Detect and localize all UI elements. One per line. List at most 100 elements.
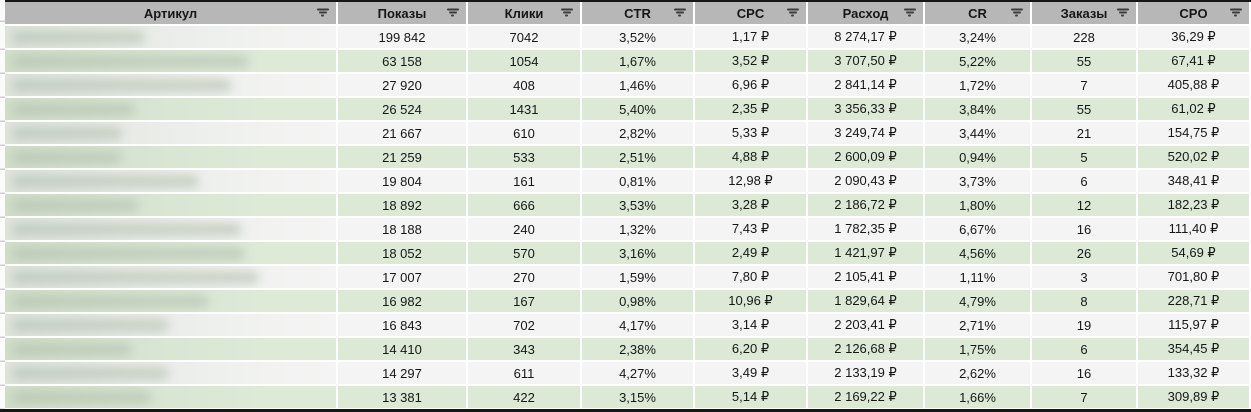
cell-impressions[interactable]: 14 410: [338, 338, 468, 362]
cell-cpc[interactable]: 5,14 ₽: [695, 386, 808, 410]
cell-ctr[interactable]: 0,98%: [582, 290, 695, 314]
cell-impressions[interactable]: 63 158: [338, 50, 468, 74]
cell-clicks[interactable]: 702: [468, 314, 582, 338]
cell-orders[interactable]: 7: [1032, 386, 1138, 410]
cell-spend[interactable]: 1 421,97 ₽: [808, 242, 925, 266]
cell-cpc[interactable]: 3,14 ₽: [695, 314, 808, 338]
cell-ctr[interactable]: 1,59%: [582, 266, 695, 290]
cell-cpc[interactable]: 7,80 ₽: [695, 266, 808, 290]
cell-cr[interactable]: 5,22%: [925, 50, 1032, 74]
cell-clicks[interactable]: 611: [468, 362, 582, 386]
cell-clicks[interactable]: 610: [468, 122, 582, 146]
cell-clicks[interactable]: 240: [468, 218, 582, 242]
cell-cr[interactable]: 1,80%: [925, 194, 1032, 218]
cell-clicks[interactable]: 270: [468, 266, 582, 290]
column-header-impressions[interactable]: Показы: [338, 2, 468, 26]
cell-impressions[interactable]: 13 381: [338, 386, 468, 410]
cell-spend[interactable]: 2 841,14 ₽: [808, 74, 925, 98]
cell-cr[interactable]: 4,56%: [925, 242, 1032, 266]
cell-cpc[interactable]: 12,98 ₽: [695, 170, 808, 194]
cell-impressions[interactable]: 21 667: [338, 122, 468, 146]
cell-cpo[interactable]: 354,45 ₽: [1138, 338, 1251, 362]
cell-cpc[interactable]: 6,96 ₽: [695, 74, 808, 98]
cell-orders[interactable]: 6: [1032, 170, 1138, 194]
cell-orders[interactable]: 21: [1032, 122, 1138, 146]
filter-icon[interactable]: [903, 8, 916, 18]
cell-ctr[interactable]: 1,46%: [582, 74, 695, 98]
cell-spend[interactable]: 2 600,09 ₽: [808, 146, 925, 170]
cell-impressions[interactable]: 18 188: [338, 218, 468, 242]
cell-article[interactable]: [5, 170, 338, 194]
cell-impressions[interactable]: 21 259: [338, 146, 468, 170]
cell-cr[interactable]: 2,62%: [925, 362, 1032, 386]
cell-cpc[interactable]: 3,49 ₽: [695, 362, 808, 386]
cell-ctr[interactable]: 3,15%: [582, 386, 695, 410]
cell-cpo[interactable]: 67,41 ₽: [1138, 50, 1251, 74]
cell-ctr[interactable]: 1,32%: [582, 218, 695, 242]
cell-clicks[interactable]: 666: [468, 194, 582, 218]
cell-impressions[interactable]: 19 804: [338, 170, 468, 194]
cell-article[interactable]: [5, 242, 338, 266]
cell-cpo[interactable]: 115,97 ₽: [1138, 314, 1251, 338]
cell-impressions[interactable]: 18 892: [338, 194, 468, 218]
cell-orders[interactable]: 19: [1032, 314, 1138, 338]
cell-ctr[interactable]: 3,53%: [582, 194, 695, 218]
cell-impressions[interactable]: 18 052: [338, 242, 468, 266]
filter-icon[interactable]: [446, 8, 459, 18]
cell-spend[interactable]: 2 126,68 ₽: [808, 338, 925, 362]
column-header-orders[interactable]: Заказы: [1032, 2, 1138, 26]
cell-cr[interactable]: 3,24%: [925, 26, 1032, 50]
cell-spend[interactable]: 3 249,74 ₽: [808, 122, 925, 146]
filter-icon[interactable]: [1229, 8, 1242, 18]
cell-cpc[interactable]: 2,49 ₽: [695, 242, 808, 266]
cell-orders[interactable]: 5: [1032, 146, 1138, 170]
cell-impressions[interactable]: 14 297: [338, 362, 468, 386]
cell-cpo[interactable]: 133,32 ₽: [1138, 362, 1251, 386]
cell-article[interactable]: [5, 98, 338, 122]
cell-orders[interactable]: 8: [1032, 290, 1138, 314]
column-header-article[interactable]: Артикул: [5, 2, 338, 26]
cell-impressions[interactable]: 26 524: [338, 98, 468, 122]
cell-cpc[interactable]: 2,35 ₽: [695, 98, 808, 122]
cell-orders[interactable]: 6: [1032, 338, 1138, 362]
cell-impressions[interactable]: 27 920: [338, 74, 468, 98]
filter-icon[interactable]: [316, 8, 329, 18]
cell-ctr[interactable]: 2,51%: [582, 146, 695, 170]
cell-article[interactable]: [5, 314, 338, 338]
cell-cpc[interactable]: 10,96 ₽: [695, 290, 808, 314]
cell-impressions[interactable]: 16 843: [338, 314, 468, 338]
cell-clicks[interactable]: 408: [468, 74, 582, 98]
cell-clicks[interactable]: 1431: [468, 98, 582, 122]
cell-article[interactable]: [5, 122, 338, 146]
cell-article[interactable]: [5, 50, 338, 74]
cell-cr[interactable]: 6,67%: [925, 218, 1032, 242]
cell-ctr[interactable]: 4,27%: [582, 362, 695, 386]
cell-cpc[interactable]: 5,33 ₽: [695, 122, 808, 146]
filter-icon[interactable]: [786, 8, 799, 18]
cell-impressions[interactable]: 16 982: [338, 290, 468, 314]
cell-article[interactable]: [5, 386, 338, 410]
filter-icon[interactable]: [1010, 8, 1023, 18]
cell-spend[interactable]: 2 203,41 ₽: [808, 314, 925, 338]
cell-cr[interactable]: 1,66%: [925, 386, 1032, 410]
cell-cpo[interactable]: 111,40 ₽: [1138, 218, 1251, 242]
cell-cr[interactable]: 4,79%: [925, 290, 1032, 314]
cell-cpo[interactable]: 405,88 ₽: [1138, 74, 1251, 98]
cell-article[interactable]: [5, 266, 338, 290]
column-header-spend[interactable]: Расход: [808, 2, 925, 26]
cell-cr[interactable]: 1,72%: [925, 74, 1032, 98]
cell-ctr[interactable]: 3,16%: [582, 242, 695, 266]
column-header-ctr[interactable]: CTR: [582, 2, 695, 26]
cell-cpc[interactable]: 4,88 ₽: [695, 146, 808, 170]
cell-cpo[interactable]: 36,29 ₽: [1138, 26, 1251, 50]
cell-clicks[interactable]: 422: [468, 386, 582, 410]
filter-icon[interactable]: [560, 8, 573, 18]
cell-article[interactable]: [5, 194, 338, 218]
cell-cpc[interactable]: 7,43 ₽: [695, 218, 808, 242]
cell-spend[interactable]: 2 169,22 ₽: [808, 386, 925, 410]
cell-ctr[interactable]: 3,52%: [582, 26, 695, 50]
cell-orders[interactable]: 3: [1032, 266, 1138, 290]
filter-icon[interactable]: [1116, 8, 1129, 18]
cell-clicks[interactable]: 533: [468, 146, 582, 170]
column-header-cpc[interactable]: CPC: [695, 2, 808, 26]
